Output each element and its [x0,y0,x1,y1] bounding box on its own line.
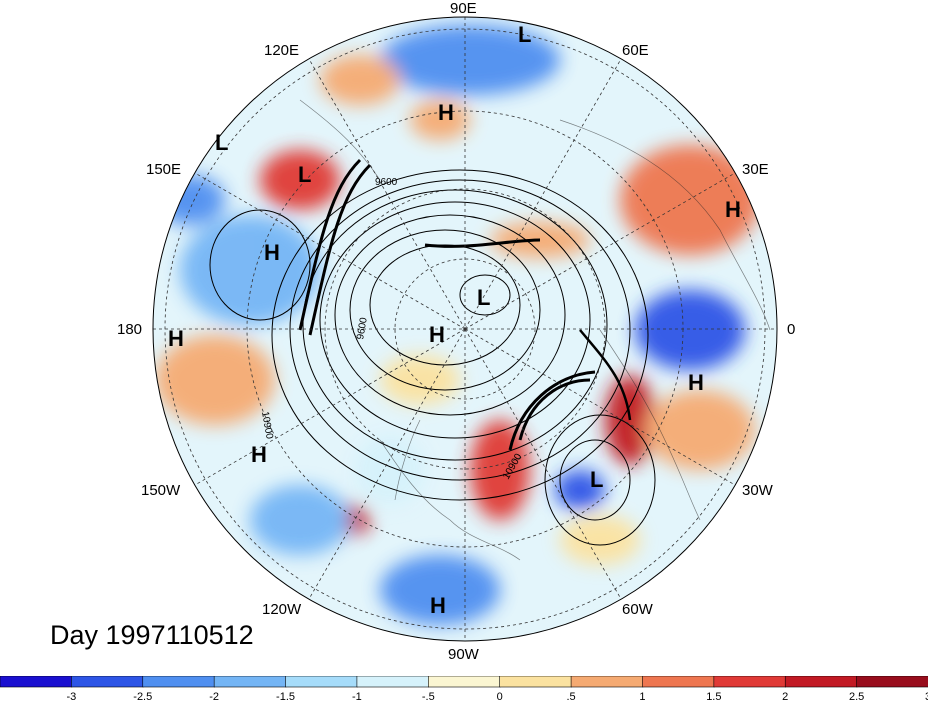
lon-label-0: 0 [787,321,795,338]
colorbar-box [428,676,501,688]
colorbar-tick-label: 2.5 [849,691,864,702]
colorbar-box [285,676,358,688]
colorbar-box [213,676,287,688]
high-center: H [429,322,445,347]
low-center: L [215,130,228,155]
colorbar-box [71,676,144,688]
colorbar-tick-label: 0 [497,691,503,702]
contour-label: 9600 [375,177,398,188]
colorbar-box [784,676,858,688]
high-center: H [438,100,454,125]
lon-label-90e: 90E [450,0,477,17]
colorbar: -3 -2.5 -2 -1.5 -1 -.5 0 .5 1 1.5 2 2.5 3 [0,676,928,702]
lon-label-90w: 90W [448,646,480,663]
colorbar-box [570,676,644,688]
lon-label-120w: 120W [262,601,302,618]
colorbar-tick-label: -2.5 [133,691,152,702]
high-center: H [430,593,446,618]
low-center: L [518,22,531,47]
colorbar-ticks: -3 -2.5 -2 -1.5 -1 -.5 0 .5 1 1.5 2 2.5 3 [66,691,928,702]
lon-label-120e: 120E [264,42,299,59]
longitude-labels: 90E 60E 30E 0 30W 60W 90W 120W 150W 180 … [117,0,795,663]
colorbar-box [142,676,215,688]
colorbar-box [856,676,928,688]
graticule [153,17,777,641]
high-center: H [688,370,704,395]
colorbar-box [499,676,572,688]
colorbar-tick-label: .5 [566,691,575,702]
low-center: L [298,162,311,187]
lon-label-60e: 60E [622,42,649,59]
contour-label: 10900 [259,411,275,441]
colorbar-tick-label: 2 [782,691,788,702]
colorbar-tick-label: -1 [352,691,362,702]
colorbar-tick-label: -2 [209,691,219,702]
lon-label-150w: 150W [141,482,181,499]
colorbar-tick-label: 1.5 [706,691,721,702]
colorbar-tick-label: -.5 [422,691,435,702]
colorbar-tick-label: -3 [66,691,76,702]
height-contours [209,158,656,546]
colorbar-box [642,676,715,688]
lon-label-60w: 60W [622,601,654,618]
contour-label: 9600 [355,316,370,340]
lon-label-150e: 150E [146,161,181,178]
lon-label-180: 180 [117,321,142,338]
colorbar-tick-label: 3 [925,691,928,702]
lon-label-30w: 30W [742,482,774,499]
pressure-centers: L H L L H H L H H H H L H [168,22,741,618]
high-center: H [725,197,741,222]
colorbar-box [0,676,73,688]
colorbar-box [713,676,787,688]
colorbar-box [356,676,430,688]
colorbar-boxes [0,676,928,688]
plot-title: Day 1997110512 [50,620,254,650]
high-center: H [168,326,184,351]
map-boundary [152,16,778,642]
low-center: L [477,285,490,310]
high-center: H [264,240,280,265]
low-center: L [590,467,603,492]
colorbar-tick-label: -1.5 [276,691,295,702]
high-center: H [251,442,267,467]
lon-label-30e: 30E [742,161,769,178]
colorbar-tick-label: 1 [639,691,645,702]
